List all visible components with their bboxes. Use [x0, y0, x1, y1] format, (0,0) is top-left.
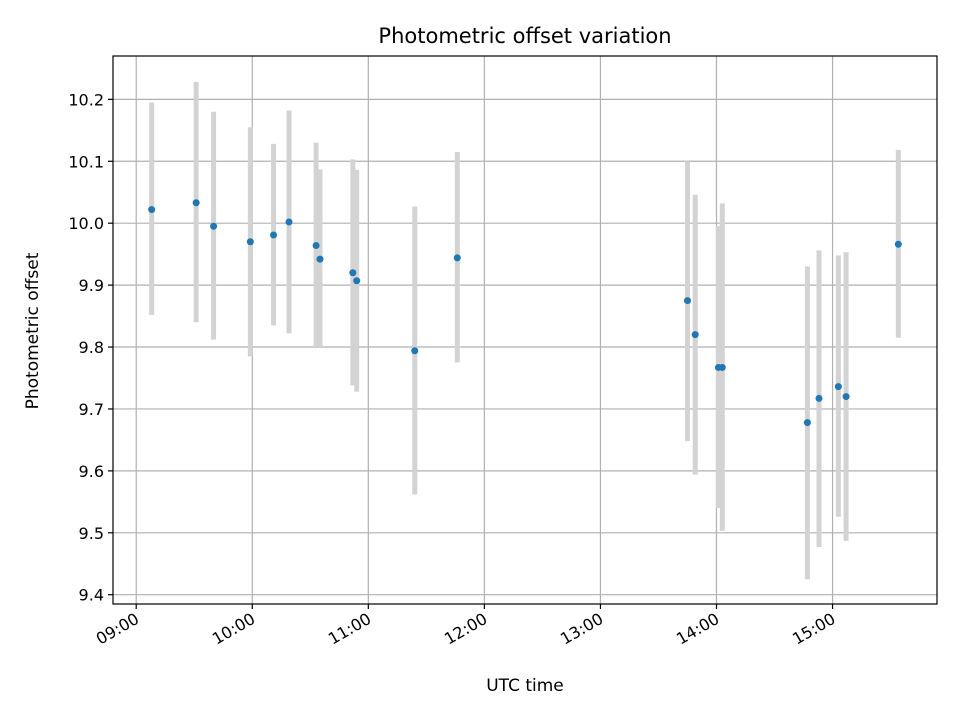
- data-point: [148, 206, 156, 214]
- data-point: [453, 254, 461, 262]
- x-tick-label: 15:00: [789, 609, 838, 649]
- data-point: [411, 347, 419, 355]
- data-point: [312, 241, 320, 249]
- data-points: [148, 199, 902, 427]
- data-point: [683, 297, 691, 305]
- x-tick-label: 12:00: [441, 609, 490, 649]
- data-point: [316, 255, 324, 263]
- data-point: [246, 238, 254, 246]
- y-tick-label: 9.5: [79, 524, 104, 543]
- y-tick-label: 9.4: [79, 586, 104, 605]
- data-point: [834, 383, 842, 391]
- data-point: [210, 222, 218, 230]
- data-point: [192, 199, 200, 207]
- y-tick-label: 9.6: [79, 462, 104, 481]
- y-axis-ticks: 9.4 9.5 9.6 9.7 9.8 9.9 10.0 10.1 10.2: [68, 90, 113, 605]
- data-point: [894, 240, 902, 248]
- data-point: [353, 277, 361, 285]
- y-tick-label: 9.8: [79, 338, 104, 357]
- x-tick-label: 09:00: [93, 609, 142, 649]
- data-point: [285, 218, 293, 226]
- x-tick-label: 14:00: [673, 609, 722, 649]
- y-tick-label: 10.2: [68, 90, 104, 109]
- data-point: [803, 419, 811, 427]
- x-tick-label: 13:00: [557, 609, 606, 649]
- data-point: [691, 331, 699, 339]
- error-bars: [149, 82, 901, 580]
- y-axis-label: Photometric offset: [23, 252, 43, 409]
- chart-title: Photometric offset variation: [378, 24, 671, 48]
- plot-frame: [112, 55, 938, 605]
- data-point: [270, 231, 278, 239]
- x-axis-label: UTC time: [486, 676, 564, 696]
- y-tick-label: 9.7: [79, 400, 104, 419]
- y-tick-label: 10.1: [68, 152, 104, 171]
- x-tick-label: 10:00: [209, 609, 258, 649]
- y-tick-label: 9.9: [79, 276, 104, 295]
- grid: [113, 56, 937, 604]
- x-axis-ticks: 09:00 10:00 11:00 12:00 13:00 14:00 15:00: [93, 604, 839, 649]
- data-point: [349, 269, 357, 277]
- data-point: [718, 363, 726, 371]
- data-point: [815, 394, 823, 402]
- y-tick-label: 10.0: [68, 214, 104, 233]
- x-tick-label: 11:00: [325, 609, 374, 649]
- data-point: [842, 393, 850, 401]
